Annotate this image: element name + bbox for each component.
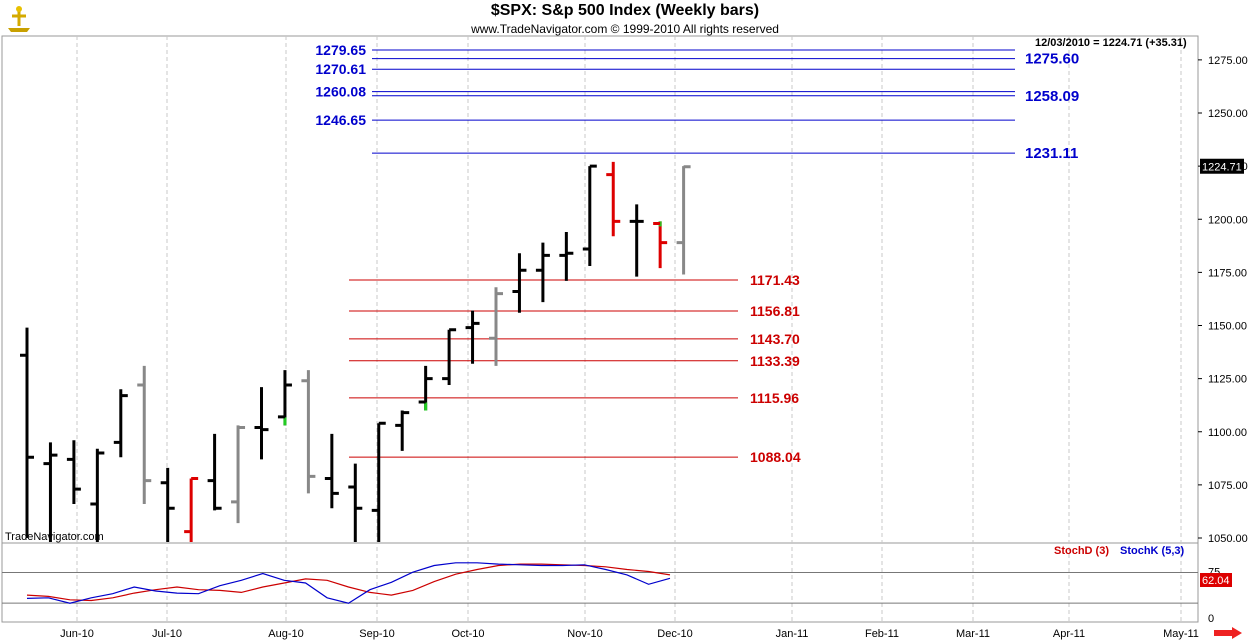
price-panel <box>1 35 1199 544</box>
blue-level-label: 1275.60 <box>1025 51 1079 68</box>
quote-text: 12/03/2010 = 1224.71 (+35.31) <box>1035 37 1187 49</box>
red-level-label: 1143.70 <box>750 331 800 347</box>
watermark-text: TradeNavigator.com <box>5 531 104 543</box>
x-tick-label: Sep-10 <box>359 628 394 640</box>
y-tick-label: 1100.00 <box>1208 427 1247 439</box>
chart-subtitle: www.TradeNavigator.com © 1999-2010 All r… <box>471 22 779 36</box>
blue-level-label: 1279.65 <box>315 42 366 58</box>
stoch-y-tick-label: 0 <box>1208 613 1214 625</box>
blue-level-label: 1231.11 <box>1025 145 1078 162</box>
x-tick-label: Dec-10 <box>657 628 692 640</box>
red-level-label: 1133.39 <box>750 353 800 369</box>
y-tick-label: 1200.00 <box>1208 214 1248 226</box>
blue-level-label: 1270.61 <box>315 61 366 77</box>
x-tick-label: Apr-11 <box>1053 628 1085 640</box>
last-price-tag-box <box>1200 158 1244 174</box>
y-tick-label: 1150.00 <box>1208 321 1247 333</box>
y-tick-label: 1250.00 <box>1208 108 1248 120</box>
chart-title: $SPX: S&p 500 Index (Weekly bars) <box>490 2 760 19</box>
x-tick-label: Oct-10 <box>451 628 484 640</box>
red-level-label: 1088.04 <box>750 449 801 465</box>
y-tick-label: 1125.00 <box>1208 374 1247 386</box>
x-tick-label: Jan-11 <box>776 628 809 640</box>
y-tick-label: 1175.00 <box>1208 267 1247 279</box>
last-price-tag: 1224.71 <box>1202 162 1242 174</box>
red-level-label: 1115.96 <box>750 390 799 406</box>
y-tick-label: 1275.00 <box>1208 55 1248 67</box>
stoch-k-line <box>26 562 671 604</box>
x-tick-label: Jun-10 <box>60 628 94 640</box>
y-tick-label: 1050.00 <box>1208 533 1248 545</box>
x-tick-label: Jul-10 <box>152 628 182 640</box>
x-tick-label: Mar-11 <box>956 628 990 640</box>
x-tick-label: Feb-11 <box>865 628 899 640</box>
red-level-label: 1171.43 <box>750 272 800 288</box>
x-tick-label: Nov-10 <box>567 628 602 640</box>
scroll-right-arrow-icon[interactable] <box>1214 627 1242 639</box>
stoch-d-line <box>26 563 671 602</box>
y-tick-label: 1075.00 <box>1208 480 1248 492</box>
red-level-label: 1156.81 <box>750 303 800 319</box>
blue-level-label: 1246.65 <box>315 112 366 128</box>
stoch-value-tag-box <box>1200 573 1232 587</box>
x-tick-label: May-11 <box>1163 628 1199 640</box>
blue-level-label: 1260.08 <box>315 84 366 100</box>
stoch-value-tag: 62.04 <box>1202 575 1230 587</box>
stochastic-panel <box>1 542 1199 623</box>
legend-stoch-k: StochK (5,3) <box>1120 545 1185 557</box>
blue-level-label: 1258.09 <box>1025 88 1079 105</box>
trade-navigator-logo-icon <box>4 4 34 34</box>
legend-stoch-d: StochD (3) <box>1054 545 1109 557</box>
x-tick-label: Aug-10 <box>268 628 303 640</box>
